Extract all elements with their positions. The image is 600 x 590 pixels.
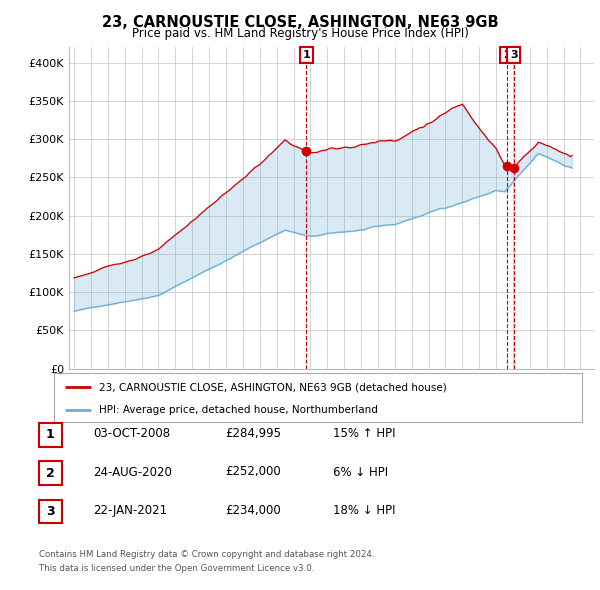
Text: 3: 3: [510, 50, 518, 60]
Text: This data is licensed under the Open Government Licence v3.0.: This data is licensed under the Open Gov…: [39, 565, 314, 573]
Text: £252,000: £252,000: [225, 466, 281, 478]
Text: 03-OCT-2008: 03-OCT-2008: [93, 427, 170, 440]
Text: Contains HM Land Registry data © Crown copyright and database right 2024.: Contains HM Land Registry data © Crown c…: [39, 550, 374, 559]
Text: 23, CARNOUSTIE CLOSE, ASHINGTON, NE63 9GB (detached house): 23, CARNOUSTIE CLOSE, ASHINGTON, NE63 9G…: [99, 382, 446, 392]
Text: 23, CARNOUSTIE CLOSE, ASHINGTON, NE63 9GB: 23, CARNOUSTIE CLOSE, ASHINGTON, NE63 9G…: [101, 15, 499, 30]
Text: 15% ↑ HPI: 15% ↑ HPI: [333, 427, 395, 440]
Text: 2: 2: [503, 50, 511, 60]
Text: 1: 1: [46, 428, 55, 441]
Text: 2: 2: [46, 467, 55, 480]
Text: 6% ↓ HPI: 6% ↓ HPI: [333, 466, 388, 478]
Text: Price paid vs. HM Land Registry's House Price Index (HPI): Price paid vs. HM Land Registry's House …: [131, 27, 469, 40]
Text: HPI: Average price, detached house, Northumberland: HPI: Average price, detached house, Nort…: [99, 405, 378, 415]
Text: 24-AUG-2020: 24-AUG-2020: [93, 466, 172, 478]
Text: 18% ↓ HPI: 18% ↓ HPI: [333, 504, 395, 517]
Text: 22-JAN-2021: 22-JAN-2021: [93, 504, 167, 517]
Text: £284,995: £284,995: [225, 427, 281, 440]
Text: 3: 3: [46, 505, 55, 518]
Text: £234,000: £234,000: [225, 504, 281, 517]
Text: 1: 1: [302, 50, 310, 60]
